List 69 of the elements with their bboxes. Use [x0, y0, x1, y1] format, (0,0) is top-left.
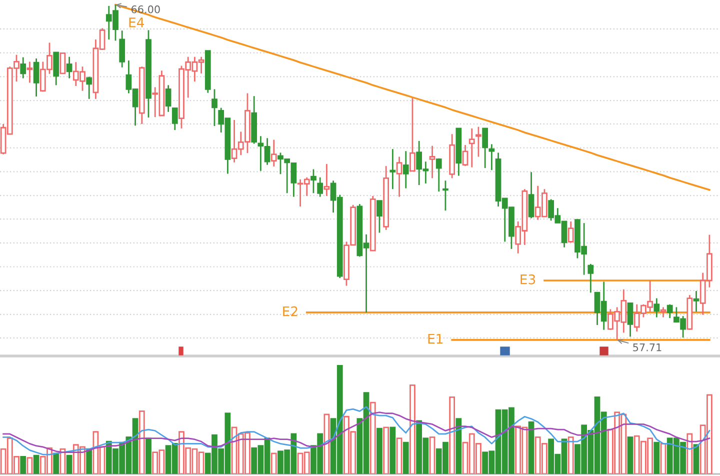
bar: [528, 421, 534, 474]
candlestick: [317, 176, 324, 198]
candlestick: [20, 56, 26, 79]
candlestick: [660, 306, 666, 318]
candlestick: [429, 145, 436, 179]
annotation: 66.00: [131, 5, 160, 14]
candlestick: [119, 30, 126, 68]
candlestick: [310, 168, 316, 194]
bar: [53, 452, 60, 474]
candlestick: [86, 76, 92, 100]
bar: [370, 402, 376, 474]
candlestick: [66, 56, 72, 79]
candlestick: [60, 52, 66, 74]
bar: [627, 436, 634, 474]
candlestick: [442, 180, 448, 212]
bar: [693, 444, 700, 474]
candlestick: [476, 126, 482, 158]
bar: [146, 438, 152, 474]
bar: [449, 396, 455, 474]
series-label: E3: [520, 274, 536, 284]
bar: [376, 428, 382, 474]
bar: [86, 448, 92, 474]
series-label: E2: [283, 306, 298, 316]
candlestick: [568, 220, 574, 244]
candlestick: [165, 84, 172, 113]
candlestick: [33, 58, 40, 98]
candlestick: [528, 171, 534, 219]
candlestick: [172, 108, 178, 131]
bar: [270, 452, 277, 474]
bar: [383, 426, 390, 474]
bar: [20, 456, 26, 474]
bar: [410, 384, 416, 474]
bar: [396, 438, 402, 474]
text: 57.71: [633, 344, 662, 352]
candlestick: [436, 158, 442, 192]
candlestick: [410, 97, 416, 172]
candlestick: [468, 128, 475, 168]
bar: [686, 433, 693, 474]
bar: [138, 410, 145, 474]
candlestick: [654, 298, 660, 318]
candlestick: [627, 302, 634, 338]
series-label: E4: [129, 18, 144, 28]
candlestick: [693, 290, 700, 312]
candlestick: [462, 144, 468, 167]
bar: [456, 418, 462, 474]
candlestick: [482, 128, 488, 169]
candlestick: [588, 263, 594, 294]
bar: [660, 442, 666, 474]
bar: [568, 436, 574, 474]
bar: [390, 426, 396, 474]
candlestick: [488, 144, 495, 171]
candlestick: [53, 52, 60, 86]
candlestick: [666, 304, 673, 319]
candlestick: [26, 61, 33, 84]
candlestick: [396, 156, 402, 198]
bar: [33, 454, 40, 474]
candlestick: [390, 148, 396, 190]
candlestick: [324, 163, 330, 197]
bar: [402, 442, 409, 474]
bar: [66, 454, 72, 474]
candlestick: [376, 200, 382, 234]
bar: [26, 457, 33, 474]
series-label: E1: [428, 334, 443, 344]
bar: [654, 442, 660, 474]
bar: [324, 414, 330, 474]
bar: [429, 436, 436, 474]
candlestick: [212, 88, 218, 127]
candlestick: [402, 150, 409, 189]
candlestick: [270, 139, 277, 168]
